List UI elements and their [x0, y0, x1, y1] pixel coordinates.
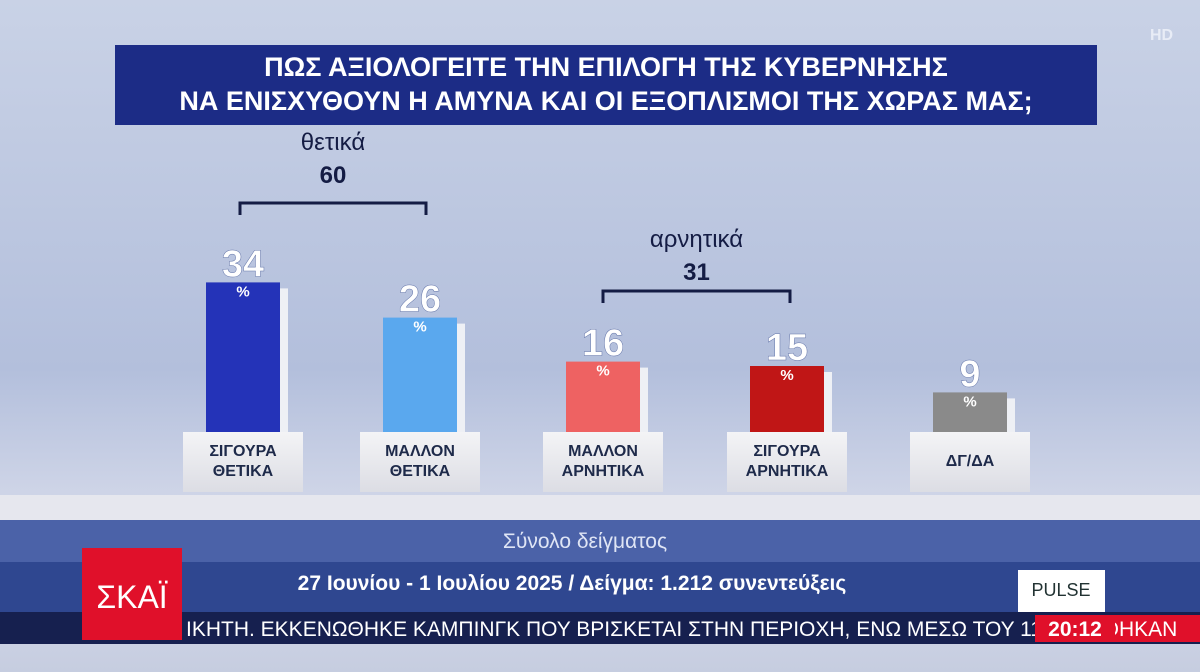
value-label: 34	[222, 243, 264, 285]
title-line: ΠΩΣ ΑΞΙΟΛΟΓΕΙΤΕ ΤΗΝ ΕΠΙΛΟΓΗ ΤΗΣ ΚΥΒΕΡΝΗΣ…	[264, 52, 948, 82]
quality-badge: HD	[1150, 27, 1173, 44]
annotation-label: αρνητικά	[650, 226, 743, 253]
value-label: 16	[582, 323, 624, 365]
bar	[933, 392, 1007, 432]
category-label: ΣΙΓΟΥΡΑ ΑΡΝΗΤΙΚΑ	[727, 432, 847, 492]
category-label: ΜΑΛΛΟΝ ΑΡΝΗΤΙΚΑ	[543, 432, 663, 492]
subtitle-band	[0, 520, 1200, 562]
floor	[0, 495, 1200, 520]
unit-label: %	[780, 367, 793, 384]
logo: ΣΚΑΪ	[96, 579, 167, 615]
subtitle: Σύνολο δείγματος	[503, 530, 667, 553]
annotation-value: 31	[683, 259, 710, 286]
title-box	[115, 45, 1097, 125]
bar	[750, 366, 824, 432]
bracket	[238, 201, 428, 215]
time: 20:12	[1048, 618, 1102, 641]
pollster-box	[1018, 570, 1105, 612]
category-label: ΔΓ/ΔΑ	[910, 432, 1030, 492]
unit-label: %	[236, 283, 249, 300]
title-line: ΝΑ ΕΝΙΣΧΥΘΟΥΝ Η ΑΜΥΝΑ ΚΑΙ ΟΙ ΕΞΟΠΛΙΣΜΟΙ …	[179, 86, 1033, 116]
bracket	[601, 289, 792, 303]
value-label: 26	[399, 279, 441, 321]
value-label: 9	[959, 353, 980, 395]
category-label: ΣΙΓΟΥΡΑ ΘΕΤΙΚΑ	[183, 432, 303, 492]
bar	[206, 282, 280, 432]
unit-label: %	[596, 363, 609, 380]
unit-label: %	[413, 319, 426, 336]
category-label: ΜΑΛΛΟΝ ΘΕΤΙΚΑ	[360, 432, 480, 492]
ticker: ΙΚΗΤΗ. ΕΚΚΕΝΩΘΗΚΕ ΚΑΜΠΙΝΓΚ ΠΟΥ ΒΡΙΣΚΕΤΑΙ…	[186, 618, 1177, 641]
bar	[383, 317, 457, 432]
note-band	[0, 562, 1200, 612]
bar	[566, 361, 640, 432]
ticker-band	[0, 612, 1200, 644]
note: 27 Ιουνίου - 1 Ιουλίου 2025 / Δείγμα: 1.…	[298, 572, 847, 595]
pollster: PULSE	[1031, 580, 1090, 600]
logo-box	[82, 548, 182, 640]
value-label: 15	[766, 327, 808, 369]
unit-label: %	[963, 393, 976, 410]
time-cover	[1035, 615, 1115, 642]
annotation-label: θετικά	[301, 129, 366, 156]
annotation-value: 60	[320, 162, 347, 189]
